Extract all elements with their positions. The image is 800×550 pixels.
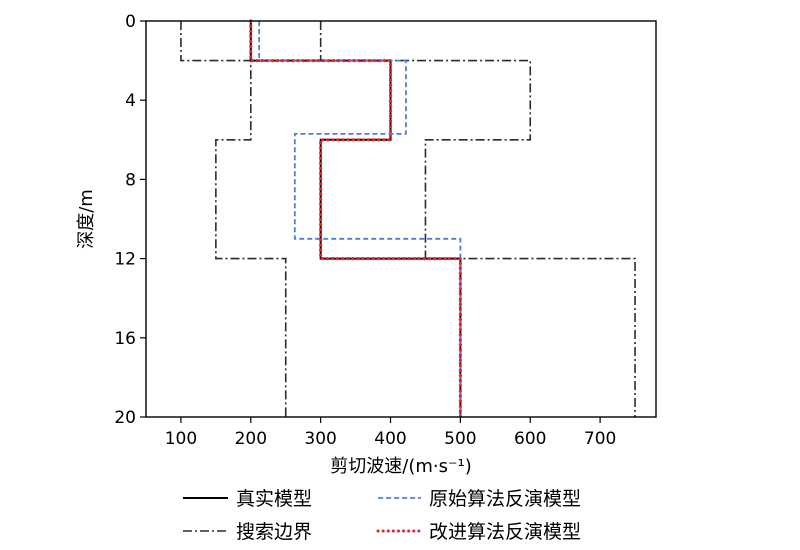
x-tick-label: 400 <box>374 429 406 449</box>
y-tick-label: 8 <box>125 170 136 190</box>
x-tick-label: 200 <box>235 429 267 449</box>
x-tick-label: 700 <box>584 429 616 449</box>
y-tick-label: 20 <box>114 408 136 428</box>
improved-inversion-line <box>249 19 462 419</box>
legend-label-search-boundary: 搜索边界 <box>236 521 312 543</box>
legend-label-improved-inversion: 改进算法反演模型 <box>429 521 581 543</box>
search-boundary-lower-line <box>180 21 287 417</box>
original-inversion-line <box>258 21 462 417</box>
search-boundary-upper-line <box>319 21 636 417</box>
legend: 真实模型 原始算法反演模型 搜索边界 改进算法反演模型 <box>183 488 581 543</box>
x-tick-label: 500 <box>444 429 476 449</box>
y-tick-label: 12 <box>114 250 136 270</box>
y-tick-label: 0 <box>125 12 136 32</box>
y-tick-label: 4 <box>125 91 136 111</box>
legend-label-true-model: 真实模型 <box>236 488 312 510</box>
x-tick-label: 600 <box>514 429 546 449</box>
y-tick-label: 16 <box>114 329 136 349</box>
series-layer <box>180 19 636 419</box>
plot-frame <box>145 20 657 418</box>
x-tick-label: 100 <box>165 429 197 449</box>
true-model-line <box>249 21 462 417</box>
x-axis-label: 剪切波速/(m·s⁻¹) <box>330 456 471 477</box>
x-tick-label: 300 <box>304 429 336 449</box>
ticks-layer: 100 200 300 400 500 600 700 0 4 8 12 16 20 <box>114 12 616 449</box>
y-axis-label: 深度/m <box>76 189 97 249</box>
legend-label-original-inversion: 原始算法反演模型 <box>429 488 581 510</box>
